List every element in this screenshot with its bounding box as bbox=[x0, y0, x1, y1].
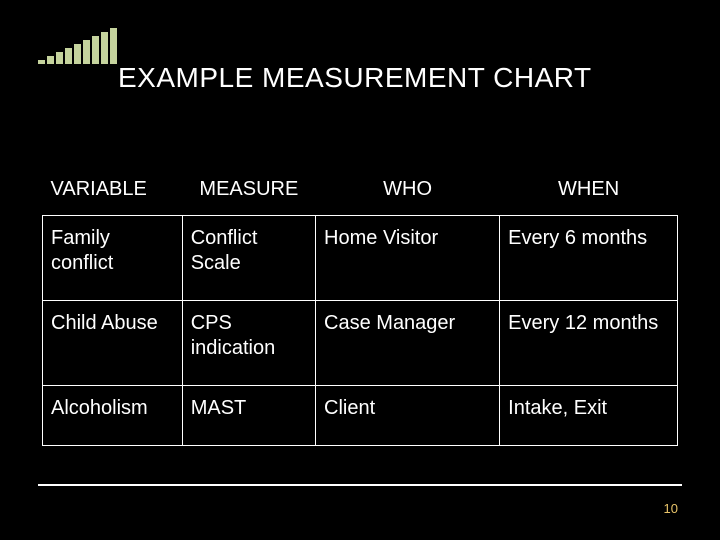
table-cell: Home Visitor bbox=[316, 216, 500, 301]
decorative-bar bbox=[74, 44, 81, 64]
table-cell: CPS indication bbox=[182, 301, 315, 386]
measurement-table: VARIABLE MEASURE WHO WHEN Family conflic… bbox=[42, 168, 678, 446]
decorative-bars bbox=[38, 28, 117, 64]
decorative-bar bbox=[65, 48, 72, 64]
decorative-bar bbox=[101, 32, 108, 64]
decorative-bar bbox=[92, 36, 99, 64]
col-header-measure: MEASURE bbox=[182, 168, 315, 216]
decorative-bar bbox=[56, 52, 63, 64]
col-header-who: WHO bbox=[316, 168, 500, 216]
table-header-row: VARIABLE MEASURE WHO WHEN bbox=[43, 168, 678, 216]
table-cell: Child Abuse bbox=[43, 301, 183, 386]
table-cell: Every 12 months bbox=[500, 301, 678, 386]
footer-divider bbox=[38, 484, 682, 486]
decorative-bar bbox=[47, 56, 54, 64]
table-cell: Intake, Exit bbox=[500, 386, 678, 446]
slide-title: EXAMPLE MEASUREMENT CHART bbox=[118, 62, 592, 94]
table-cell: Every 6 months bbox=[500, 216, 678, 301]
table-row: Family conflictConflict ScaleHome Visito… bbox=[43, 216, 678, 301]
col-header-variable: VARIABLE bbox=[43, 168, 183, 216]
decorative-bar bbox=[110, 28, 117, 64]
table-cell: Alcoholism bbox=[43, 386, 183, 446]
table-row: Child AbuseCPS indicationCase ManagerEve… bbox=[43, 301, 678, 386]
table-row: AlcoholismMASTClientIntake, Exit bbox=[43, 386, 678, 446]
table-cell: MAST bbox=[182, 386, 315, 446]
decorative-bar bbox=[38, 60, 45, 64]
table-cell: Conflict Scale bbox=[182, 216, 315, 301]
decorative-bar bbox=[83, 40, 90, 64]
table-cell: Client bbox=[316, 386, 500, 446]
measurement-table-container: VARIABLE MEASURE WHO WHEN Family conflic… bbox=[42, 168, 678, 446]
col-header-when: WHEN bbox=[500, 168, 678, 216]
page-number: 10 bbox=[664, 501, 678, 516]
table-cell: Case Manager bbox=[316, 301, 500, 386]
table-cell: Family conflict bbox=[43, 216, 183, 301]
